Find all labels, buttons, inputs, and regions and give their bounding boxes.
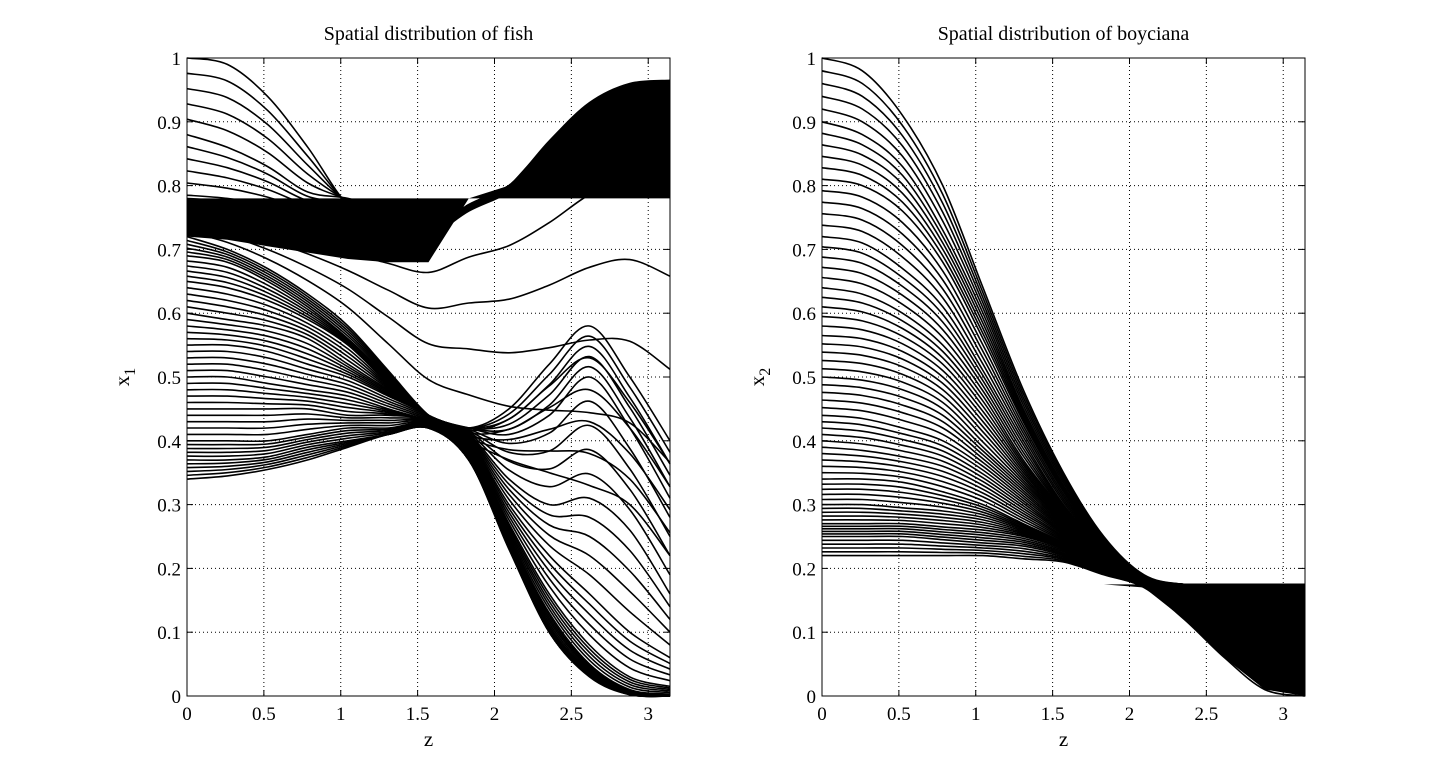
chart-fish: 0 0.5 1 1.5 2 2.5 3 0 0.1 0.2 0.3 0.4 0.5 0.6 0.7 0.8 0.… <box>110 23 671 751</box>
series-line <box>186 85 671 232</box>
series-line <box>821 535 1305 587</box>
y-tick-label: 0 <box>807 687 817 708</box>
y-tick-label: 0.2 <box>792 559 816 580</box>
series-line <box>187 420 671 696</box>
y-tick-label: 0.3 <box>792 496 816 517</box>
series-line <box>186 86 671 234</box>
x-tick-label: 3 <box>1278 704 1288 725</box>
x-tick-label: 1 <box>336 704 346 725</box>
y-tick-label: 0.9 <box>157 113 181 134</box>
series-line <box>186 350 671 665</box>
series-line <box>186 286 671 518</box>
y-tick-label: 0.7 <box>157 240 181 261</box>
y-tick-label: 0.6 <box>792 304 816 325</box>
x-tick-label: 1 <box>971 704 981 725</box>
y-tick-label: 0.7 <box>792 240 816 261</box>
y-tick-label: 0.4 <box>792 432 816 453</box>
series-line <box>186 425 671 698</box>
x-tick-label: 2.5 <box>1194 704 1218 725</box>
y-tick-label: 0.1 <box>792 623 816 644</box>
y-tick-label: 0.5 <box>792 368 816 389</box>
series-line <box>186 225 671 370</box>
y-tick-label: 0.3 <box>157 496 181 517</box>
series-line <box>186 251 671 465</box>
series-line <box>822 554 1306 697</box>
y-tick-label: 0.6 <box>157 304 181 325</box>
series-line <box>186 395 671 692</box>
y-tick-label: 0.5 <box>157 368 181 389</box>
series-line <box>821 550 1306 675</box>
x-tick-label: 0 <box>182 704 192 725</box>
series-line <box>186 176 671 274</box>
y-tick-label: 0.4 <box>157 432 181 453</box>
chart-boyciana: 0 0.5 1 1.5 2 2.5 3 0 0.1 0.2 0.3 0.4 0.5 0.6 0.7 0.8 0.… <box>745 23 1306 751</box>
y-axis-label: x1 <box>110 368 139 387</box>
y-tick-label: 0.9 <box>792 113 816 134</box>
x-tick-label: 2 <box>490 704 500 725</box>
x-tick-label: 2 <box>1125 704 1135 725</box>
series-line <box>821 547 1306 653</box>
chart-title: Spatial distribution of fish <box>324 23 533 45</box>
series-line <box>186 89 671 240</box>
y-tick-label: 1 <box>172 49 182 70</box>
y-tick-label: 0.8 <box>157 177 181 198</box>
series-line <box>186 87 671 237</box>
y-tick-label: 0 <box>172 687 182 708</box>
x-axis-label: z <box>424 727 433 751</box>
series-line <box>186 88 671 238</box>
x-axis-label: z <box>1059 727 1068 751</box>
series-line <box>186 362 671 676</box>
y-tick-label: 0.2 <box>157 559 181 580</box>
series-line <box>186 356 671 670</box>
series-line <box>186 337 671 646</box>
series-line <box>822 543 1306 630</box>
series-line <box>186 401 671 694</box>
x-tick-label: 3 <box>643 704 653 725</box>
y-axis-label-subscript: 1 <box>122 368 139 376</box>
x-tick-label: 1.5 <box>406 704 430 725</box>
series-line <box>187 422 671 697</box>
x-tick-label: 1.5 <box>1041 704 1065 725</box>
chart-title: Spatial distribution of boyciana <box>938 23 1190 45</box>
y-axis-label-base: x <box>110 375 134 386</box>
x-tick-label: 2.5 <box>559 704 583 725</box>
series-line <box>186 343 671 659</box>
y-tick-label: 1 <box>807 49 817 70</box>
series-line <box>186 423 671 697</box>
x-tick-label: 0.5 <box>887 704 911 725</box>
y-tick-label: 0.1 <box>157 623 181 644</box>
series-line <box>186 369 671 682</box>
series-line <box>186 87 671 235</box>
y-tick-label: 0.8 <box>792 177 816 198</box>
series-line <box>186 220 671 310</box>
series-line <box>821 539 1306 608</box>
y-axis-label: x2 <box>745 368 774 387</box>
x-tick-label: 0 <box>817 704 827 725</box>
x-tick-label: 0.5 <box>252 704 276 725</box>
series-line <box>186 230 671 464</box>
y-axis-label-base: x <box>745 375 769 386</box>
y-axis-label-subscript: 2 <box>757 368 774 376</box>
